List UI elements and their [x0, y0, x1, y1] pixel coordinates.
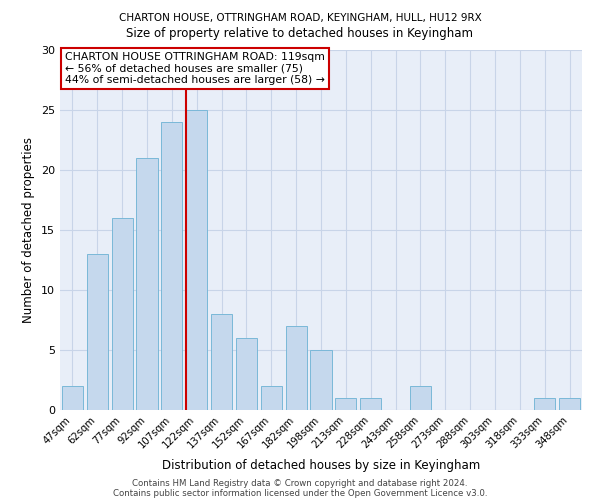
Bar — [236, 338, 257, 410]
Bar — [211, 314, 232, 410]
Text: Size of property relative to detached houses in Keyingham: Size of property relative to detached ho… — [127, 28, 473, 40]
Bar — [559, 398, 580, 410]
Bar — [161, 122, 182, 410]
Bar — [261, 386, 282, 410]
Bar — [360, 398, 381, 410]
Bar — [186, 110, 207, 410]
Bar — [136, 158, 158, 410]
Bar — [410, 386, 431, 410]
Text: CHARTON HOUSE, OTTRINGHAM ROAD, KEYINGHAM, HULL, HU12 9RX: CHARTON HOUSE, OTTRINGHAM ROAD, KEYINGHA… — [119, 12, 481, 22]
Bar — [286, 326, 307, 410]
X-axis label: Distribution of detached houses by size in Keyingham: Distribution of detached houses by size … — [162, 459, 480, 472]
Text: CHARTON HOUSE OTTRINGHAM ROAD: 119sqm
← 56% of detached houses are smaller (75)
: CHARTON HOUSE OTTRINGHAM ROAD: 119sqm ← … — [65, 52, 325, 85]
Bar — [112, 218, 133, 410]
Bar — [87, 254, 108, 410]
Bar — [310, 350, 332, 410]
Bar — [62, 386, 83, 410]
Bar — [534, 398, 555, 410]
Y-axis label: Number of detached properties: Number of detached properties — [22, 137, 35, 323]
Text: Contains public sector information licensed under the Open Government Licence v3: Contains public sector information licen… — [113, 488, 487, 498]
Bar — [335, 398, 356, 410]
Text: Contains HM Land Registry data © Crown copyright and database right 2024.: Contains HM Land Registry data © Crown c… — [132, 478, 468, 488]
